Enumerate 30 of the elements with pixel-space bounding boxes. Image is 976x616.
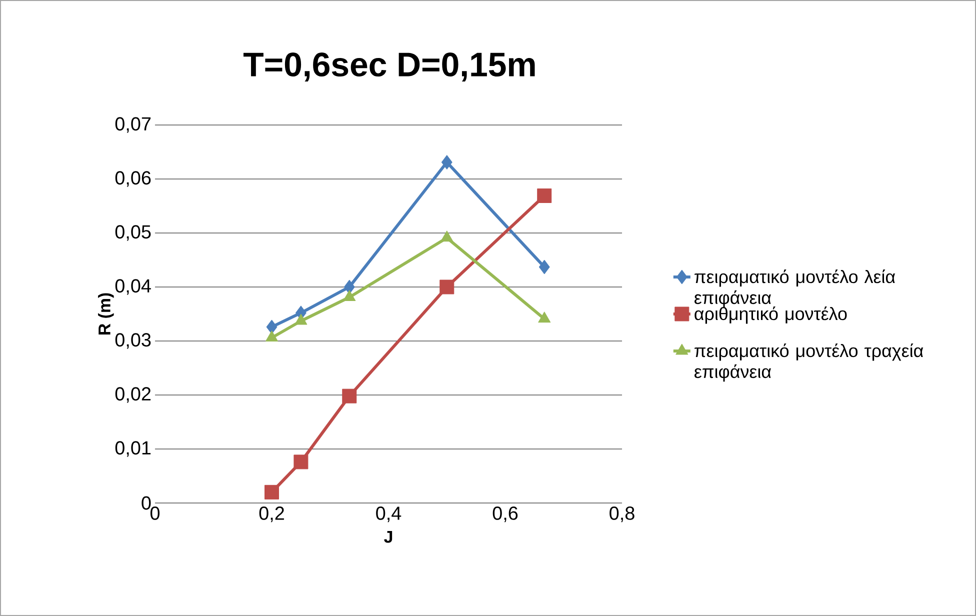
x-tick-label: 0,4 [376, 506, 402, 522]
point [440, 230, 454, 242]
chart-title: T=0,6sec D=0,15m [243, 52, 535, 82]
y-tick-label: 0,07 [115, 117, 151, 133]
y-tick-label: 0,06 [115, 171, 151, 187]
y-tick-label: 0,01 [115, 441, 151, 457]
y-tick-label: 0 [142, 496, 151, 510]
x-tick-label: 0,6 [492, 506, 518, 522]
point [266, 320, 278, 334]
point [294, 314, 308, 325]
point [440, 280, 454, 294]
y-axis-title: R (m) [98, 293, 114, 334]
x-tick-label: 0,2 [259, 506, 284, 522]
y-tick-label: 0,02 [115, 387, 151, 403]
legend-label: πειραματικό μοντέλο τραχεία επιφάνεια [694, 343, 924, 382]
point [537, 188, 552, 203]
point [342, 388, 357, 404]
y-tick-label: 0,05 [115, 225, 151, 241]
point [538, 312, 551, 323]
point [441, 154, 452, 170]
x-axis-title: J [384, 530, 392, 543]
point [264, 484, 280, 500]
x-tick-label: 0 [150, 506, 160, 520]
point [344, 280, 355, 294]
y-tick-label: 0,04 [115, 279, 151, 295]
legend-label: αριθμητικό μοντέλο [694, 306, 847, 324]
point [538, 260, 550, 274]
point [294, 454, 308, 470]
y-tick-label: 0,03 [115, 333, 151, 349]
x-tick-label: 0,8 [610, 506, 634, 522]
